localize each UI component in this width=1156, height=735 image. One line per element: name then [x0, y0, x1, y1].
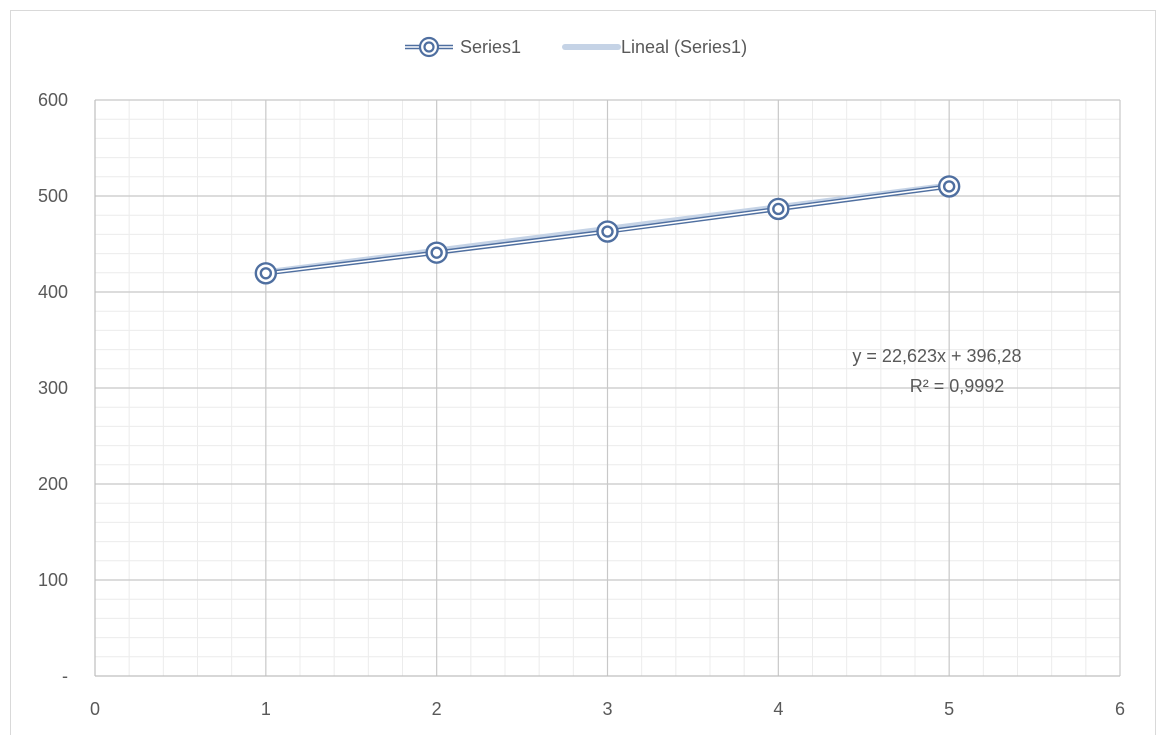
x-tick-label: 1 — [261, 699, 271, 719]
y-tick-label: 200 — [38, 474, 68, 494]
x-tick-label: 5 — [944, 699, 954, 719]
data-point-inner — [603, 227, 613, 237]
data-point-inner — [944, 181, 954, 191]
x-tick-label: 2 — [432, 699, 442, 719]
tick-labels: 0 1 2 3 4 5 6 - 100 200 300 400 500 600 — [38, 90, 1125, 719]
r2-label: R² = 0,9992 — [910, 376, 1005, 396]
legend-series1-marker-inner — [425, 43, 434, 52]
y-tick-label: - — [62, 666, 68, 686]
x-tick-label: 3 — [602, 699, 612, 719]
equation-label: y = 22,623x + 396,28 — [852, 346, 1021, 366]
y-tick-label: 100 — [38, 570, 68, 590]
legend-series1-label: Series1 — [460, 37, 521, 57]
x-tick-label: 6 — [1115, 699, 1125, 719]
legend: Series1 Lineal (Series1) — [405, 37, 747, 57]
data-point-inner — [261, 268, 271, 278]
x-tick-label: 4 — [773, 699, 783, 719]
y-tick-label: 400 — [38, 282, 68, 302]
data-point-inner — [773, 204, 783, 214]
legend-trendline-label: Lineal (Series1) — [621, 37, 747, 57]
y-tick-label: 300 — [38, 378, 68, 398]
y-tick-label: 600 — [38, 90, 68, 110]
data-point-inner — [432, 248, 442, 258]
x-tick-label: 0 — [90, 699, 100, 719]
y-tick-label: 500 — [38, 186, 68, 206]
